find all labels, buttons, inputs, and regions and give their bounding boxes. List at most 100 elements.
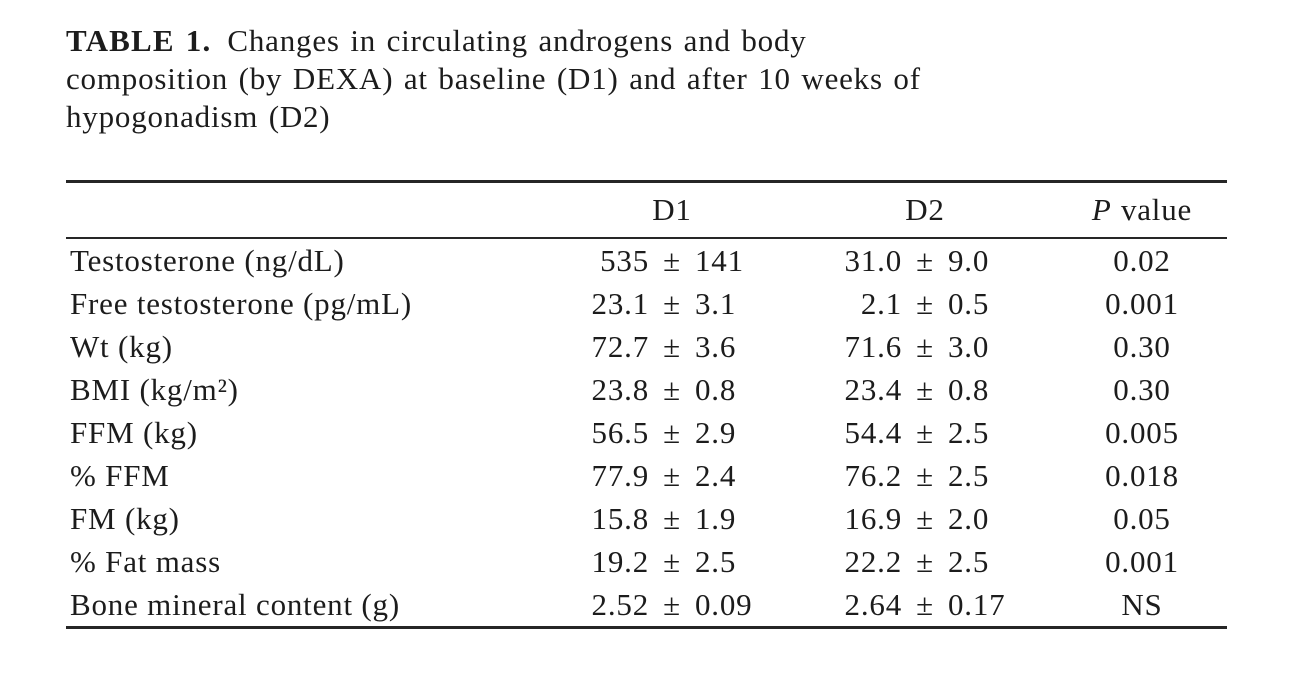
value-sd: 2.0 bbox=[948, 501, 990, 536]
caption-table-number: TABLE 1. bbox=[66, 23, 212, 58]
header-d2: D2 bbox=[905, 192, 945, 227]
cell-d2: 71.6 ±3.0 bbox=[793, 325, 1057, 368]
row-label: BMI (kg/m²) bbox=[70, 372, 239, 407]
cell-d1: 2.52 ±0.09 bbox=[551, 583, 793, 626]
cell-p-value: 0.001 bbox=[1105, 286, 1179, 321]
table-row: Bone mineral content (g) 2.52 ±0.09 2.64 ±0.… bbox=[66, 583, 1227, 626]
value-sd: 1.9 bbox=[695, 501, 737, 536]
cell-d2: 22.2 ±2.5 bbox=[793, 540, 1057, 583]
table-row: % Fat mass 19.2 ±2.5 22.2 ±2.5 0.001 bbox=[66, 540, 1227, 583]
cell-d2: 2.1 ±0.5 bbox=[793, 282, 1057, 325]
plus-minus-sign: ± bbox=[916, 415, 934, 450]
cell-d2: 23.4 ±0.8 bbox=[793, 368, 1057, 411]
cell-p-value: 0.30 bbox=[1113, 372, 1171, 407]
cell-d1: 77.9 ±2.4 bbox=[551, 454, 793, 497]
cell-p-value: 0.05 bbox=[1113, 501, 1171, 536]
plus-minus-sign: ± bbox=[916, 243, 934, 278]
cell-p-value: 0.30 bbox=[1113, 329, 1171, 364]
table-row: FM (kg) 15.8 ±1.9 16.9 ±2.0 0.05 bbox=[66, 497, 1227, 540]
row-label: % FFM bbox=[70, 458, 170, 493]
cell-d2: 31.0 ±9.0 bbox=[793, 239, 1057, 282]
cell-d1: 23.1 ±3.1 bbox=[551, 282, 793, 325]
cell-d1: 72.7 ±3.6 bbox=[551, 325, 793, 368]
plus-minus-sign: ± bbox=[916, 372, 934, 407]
value-mean: 535 bbox=[600, 243, 649, 278]
value-sd: 0.8 bbox=[695, 372, 737, 407]
value-sd: 2.5 bbox=[948, 415, 990, 450]
cell-p-value: NS bbox=[1121, 587, 1163, 622]
table-caption: TABLE 1. Changes in circulating androgens… bbox=[66, 22, 1227, 136]
cell-p-value: 0.02 bbox=[1113, 243, 1171, 278]
value-mean: 19.2 bbox=[591, 544, 649, 579]
value-mean: 54.4 bbox=[844, 415, 902, 450]
value-sd: 2.4 bbox=[695, 458, 737, 493]
table-row: % FFM 77.9 ±2.4 76.2 ±2.5 0.018 bbox=[66, 454, 1227, 497]
row-label: Free testosterone (pg/mL) bbox=[70, 286, 412, 321]
row-label: Wt (kg) bbox=[70, 329, 173, 364]
cell-d1: 535 ±141 bbox=[551, 239, 793, 282]
plus-minus-sign: ± bbox=[916, 286, 934, 321]
value-sd: 0.5 bbox=[948, 286, 990, 321]
cell-d1: 15.8 ±1.9 bbox=[551, 497, 793, 540]
value-sd: 2.5 bbox=[948, 458, 990, 493]
cell-d2: 54.4 ±2.5 bbox=[793, 411, 1057, 454]
value-mean: 56.5 bbox=[591, 415, 649, 450]
value-sd: 0.09 bbox=[695, 587, 753, 622]
plus-minus-sign: ± bbox=[663, 415, 681, 450]
row-label: Testosterone (ng/dL) bbox=[70, 243, 345, 278]
cell-d2: 16.9 ±2.0 bbox=[793, 497, 1057, 540]
value-sd: 141 bbox=[695, 243, 744, 278]
cell-p-value: 0.001 bbox=[1105, 544, 1179, 579]
header-p-word: value bbox=[1120, 192, 1193, 227]
value-sd: 3.0 bbox=[948, 329, 990, 364]
value-mean: 31.0 bbox=[844, 243, 902, 278]
caption-text: Changes in circulating androgens and bod… bbox=[227, 23, 807, 58]
value-sd: 2.5 bbox=[948, 544, 990, 579]
value-sd: 2.9 bbox=[695, 415, 737, 450]
row-label: Bone mineral content (g) bbox=[70, 587, 400, 622]
table-body: Testosterone (ng/dL) 535 ±141 31.0 ±9.0 0.02 F… bbox=[66, 239, 1227, 626]
row-label: % Fat mass bbox=[70, 544, 221, 579]
table-row: Testosterone (ng/dL) 535 ±141 31.0 ±9.0 0.02 bbox=[66, 239, 1227, 282]
value-mean: 2.1 bbox=[860, 286, 902, 321]
cell-d1: 23.8 ±0.8 bbox=[551, 368, 793, 411]
plus-minus-sign: ± bbox=[663, 329, 681, 364]
plus-minus-sign: ± bbox=[663, 372, 681, 407]
row-label: FM (kg) bbox=[70, 501, 180, 536]
value-sd: 2.5 bbox=[695, 544, 737, 579]
row-label: FFM (kg) bbox=[70, 415, 198, 450]
value-mean: 2.64 bbox=[844, 587, 902, 622]
value-sd: 3.1 bbox=[695, 286, 737, 321]
plus-minus-sign: ± bbox=[663, 458, 681, 493]
value-mean: 23.4 bbox=[844, 372, 902, 407]
value-mean: 15.8 bbox=[591, 501, 649, 536]
table-row: BMI (kg/m²) 23.8 ±0.8 23.4 ±0.8 0.30 bbox=[66, 368, 1227, 411]
plus-minus-sign: ± bbox=[916, 501, 934, 536]
value-mean: 72.7 bbox=[591, 329, 649, 364]
cell-d1: 56.5 ±2.9 bbox=[551, 411, 793, 454]
plus-minus-sign: ± bbox=[916, 544, 934, 579]
plus-minus-sign: ± bbox=[663, 286, 681, 321]
cell-p-value: 0.005 bbox=[1105, 415, 1179, 450]
cell-p-value: 0.018 bbox=[1105, 458, 1179, 493]
value-mean: 77.9 bbox=[591, 458, 649, 493]
value-sd: 0.17 bbox=[948, 587, 1006, 622]
value-mean: 2.52 bbox=[591, 587, 649, 622]
header-d1: D1 bbox=[652, 192, 692, 227]
plus-minus-sign: ± bbox=[663, 243, 681, 278]
plus-minus-sign: ± bbox=[916, 329, 934, 364]
table-row: FFM (kg) 56.5 ±2.9 54.4 ±2.5 0.005 bbox=[66, 411, 1227, 454]
plus-minus-sign: ± bbox=[663, 587, 681, 622]
plus-minus-sign: ± bbox=[663, 544, 681, 579]
value-sd: 9.0 bbox=[948, 243, 990, 278]
value-mean: 71.6 bbox=[844, 329, 902, 364]
header-p-symbol: P bbox=[1091, 192, 1112, 227]
value-mean: 23.1 bbox=[591, 286, 649, 321]
cell-d2: 76.2 ±2.5 bbox=[793, 454, 1057, 497]
table-row: Wt (kg) 72.7 ±3.6 71.6 ±3.0 0.30 bbox=[66, 325, 1227, 368]
caption-line-2: composition (by DEXA) at baseline (D1) a… bbox=[66, 61, 921, 96]
caption-line-1: TABLE 1. Changes in circulating androgens… bbox=[66, 22, 1227, 60]
